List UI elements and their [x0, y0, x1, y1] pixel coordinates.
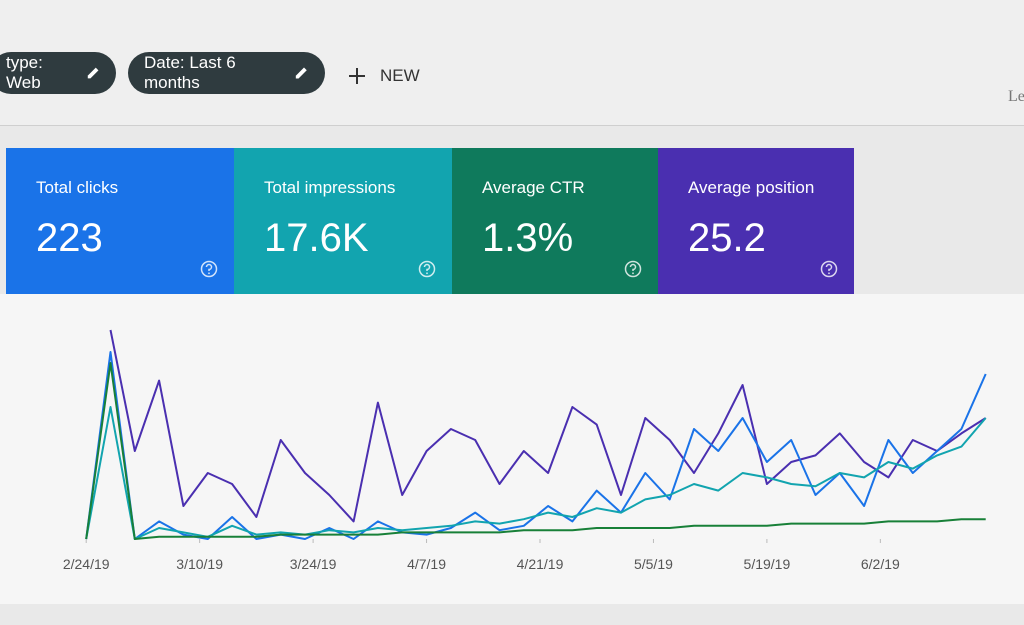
metric-card[interactable]: Average CTR 1.3%: [452, 148, 658, 294]
x-tick-label: 5/5/19: [634, 556, 673, 572]
partial-text: Le: [1008, 88, 1024, 105]
card-label: Average position: [688, 178, 815, 197]
x-tick-label: 4/7/19: [407, 556, 446, 572]
edit-icon: [87, 67, 99, 79]
card-value: 1.3%: [482, 216, 574, 260]
plus-icon: [349, 68, 365, 84]
new-button[interactable]: NEW: [348, 66, 420, 86]
card-value: 17.6K: [264, 216, 369, 260]
metric-card[interactable]: Average position 25.2: [658, 148, 854, 294]
card-value: 25.2: [688, 216, 766, 260]
x-tick-label: 4/21/19: [517, 556, 564, 572]
x-tick-label: 6/2/19: [861, 556, 900, 572]
toolbar: type: Web Date: Last 6 months NEW Le: [0, 0, 1024, 126]
chart-panel: 2/24/19 3/10/19 3/24/19 4/7/19 4/21/19 5/5/19…: [0, 294, 1024, 604]
edit-icon: [296, 67, 308, 79]
x-tick-label: 2/24/19: [63, 556, 110, 572]
help-icon[interactable]: [418, 260, 436, 278]
new-label: NEW: [380, 66, 420, 85]
filter-chip[interactable]: Date: Last 6 months: [128, 52, 325, 94]
card-value: 223: [36, 216, 103, 260]
filter-chip[interactable]: type: Web: [0, 52, 116, 94]
x-tick-label: 3/10/19: [176, 556, 223, 572]
help-icon[interactable]: [820, 260, 838, 278]
x-tick-label: 5/19/19: [744, 556, 791, 572]
metric-card[interactable]: Total clicks 223: [6, 148, 234, 294]
chip-label: type: Web: [6, 53, 43, 92]
series-line: [109, 329, 987, 523]
card-label: Average CTR: [482, 178, 585, 197]
chip-label: Date: Last 6 months: [144, 53, 236, 92]
series-line: [85, 406, 987, 540]
help-icon[interactable]: [624, 260, 642, 278]
card-label: Total clicks: [36, 178, 119, 197]
series-line: [85, 362, 986, 540]
chart: 2/24/19 3/10/19 3/24/19 4/7/19 4/21/19 5/5/19…: [63, 329, 987, 572]
card-label: Total impressions: [264, 178, 396, 197]
metric-card[interactable]: Total impressions 17.6K: [234, 148, 452, 294]
x-tick-label: 3/24/19: [290, 556, 337, 572]
help-icon[interactable]: [200, 260, 218, 278]
